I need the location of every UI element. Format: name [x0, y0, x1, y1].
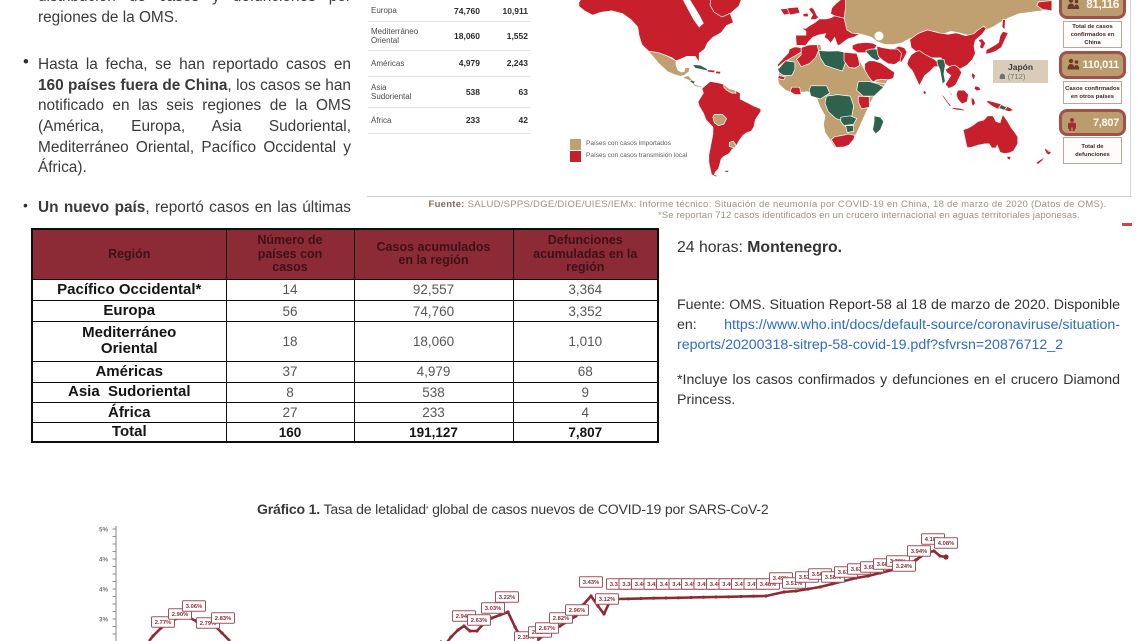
svg-text:2.79%: 2.79% — [200, 621, 216, 627]
svg-text:3.43%: 3.43% — [660, 582, 676, 588]
svg-text:3.46%: 3.46% — [710, 582, 726, 588]
svg-text:2.90%: 2.90% — [172, 612, 188, 618]
svg-text:2.94%: 2.94% — [456, 614, 472, 620]
svg-text:3.22%: 3.22% — [499, 595, 515, 601]
svg-text:3.46%: 3.46% — [722, 582, 738, 588]
svg-text:3.42%: 3.42% — [647, 582, 663, 588]
svg-text:4.18%: 4.18% — [925, 537, 941, 543]
svg-text:3.45%: 3.45% — [685, 582, 701, 588]
svg-text:2.77%: 2.77% — [155, 620, 171, 626]
svg-text:3.24%: 3.24% — [896, 564, 912, 570]
svg-text:3.51%: 3.51% — [786, 581, 802, 587]
svg-text:3.68%: 3.68% — [877, 562, 893, 568]
svg-text:3.53%: 3.53% — [799, 575, 815, 581]
svg-text:3.31%: 3.31% — [610, 582, 626, 588]
svg-text:3.45%: 3.45% — [697, 582, 713, 588]
svg-text:2.96%: 2.96% — [569, 608, 585, 614]
svg-text:4.08%: 4.08% — [938, 541, 954, 547]
svg-text:2.83%: 2.83% — [215, 616, 231, 622]
svg-text:3.63%: 3.63% — [851, 567, 867, 573]
svg-text:3.58%: 3.58% — [825, 575, 841, 581]
svg-text:3.44%: 3.44% — [672, 582, 688, 588]
svg-text:3.47%: 3.47% — [735, 582, 751, 588]
svg-text:3.47%: 3.47% — [747, 582, 763, 588]
svg-text:4%: 4% — [99, 557, 108, 564]
svg-text:3.40%: 3.40% — [635, 582, 651, 588]
svg-text:5%: 5% — [99, 527, 108, 534]
svg-text:2.82%: 2.82% — [553, 616, 569, 622]
svg-text:2.35%: 2.35% — [518, 635, 534, 641]
svg-text:4%: 4% — [99, 587, 108, 594]
svg-text:2.63%: 2.63% — [471, 618, 487, 624]
svg-text:3.48%: 3.48% — [760, 582, 776, 588]
svg-text:3.12%: 3.12% — [599, 597, 615, 603]
svg-text:2.67%: 2.67% — [539, 626, 555, 632]
svg-text:3.61%: 3.61% — [838, 570, 854, 576]
svg-text:3.65%: 3.65% — [864, 565, 880, 571]
svg-text:3%: 3% — [99, 617, 108, 624]
svg-text:3.43%: 3.43% — [583, 580, 599, 586]
svg-text:3.03%: 3.03% — [485, 606, 501, 612]
svg-text:3.49%: 3.49% — [773, 576, 789, 582]
svg-text:3.94%: 3.94% — [911, 549, 927, 555]
svg-text:3.06%: 3.06% — [186, 604, 202, 610]
svg-text:3.38%: 3.38% — [622, 582, 638, 588]
svg-text:3.56%: 3.56% — [812, 572, 828, 578]
